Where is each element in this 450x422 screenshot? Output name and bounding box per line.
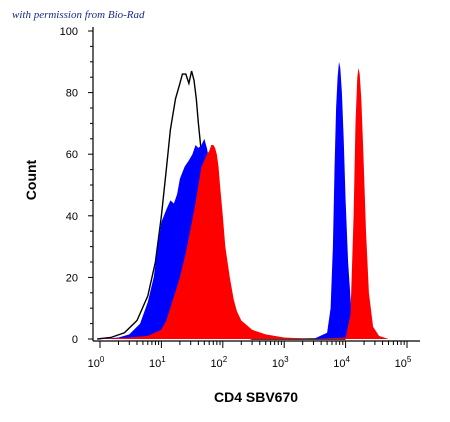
y-tick-label: 100 <box>60 26 78 38</box>
permission-watermark: with permission from Bio-Rad <box>12 9 145 21</box>
series-1-filled-histogram <box>100 61 365 340</box>
x-axis-label: CD4 SBV670 <box>214 389 298 405</box>
x-tick-exponent: 3 <box>284 355 289 364</box>
x-tick-base: 10 <box>149 358 161 370</box>
y-tick-label: 60 <box>66 149 78 161</box>
x-tick-exponent: 0 <box>100 355 105 364</box>
x-tick-label: 105 <box>395 355 412 370</box>
x-tick-label: 102 <box>210 355 227 370</box>
y-tick-label: 40 <box>66 211 78 223</box>
x-tick-base: 10 <box>210 358 222 370</box>
x-tick-base: 10 <box>272 358 284 370</box>
y-axis-label: Count <box>23 159 39 200</box>
y-tick-label: 20 <box>66 272 78 284</box>
x-tick-label: 104 <box>333 355 350 370</box>
y-tick-label: 80 <box>66 88 78 100</box>
x-tick-exponent: 1 <box>161 355 166 364</box>
x-tick-exponent: 4 <box>345 355 350 364</box>
x-tick-base: 10 <box>88 358 100 370</box>
x-tick-label: 101 <box>149 355 166 370</box>
x-tick-exponent: 2 <box>223 355 228 364</box>
axes-layer <box>92 27 420 342</box>
x-tick-label: 100 <box>88 355 105 370</box>
y-tick-label: 0 <box>72 334 78 346</box>
x-tick-base: 10 <box>333 358 345 370</box>
x-tick-label: 103 <box>272 355 289 370</box>
series-layer <box>97 61 407 340</box>
x-tick-exponent: 5 <box>407 355 412 364</box>
x-tick-base: 10 <box>395 358 407 370</box>
